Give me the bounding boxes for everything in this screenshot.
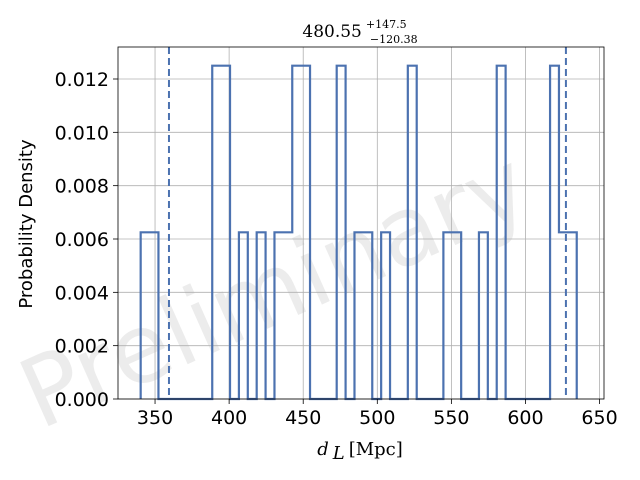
x-axis-label-variable: d xyxy=(317,439,329,460)
x-tick-label: 600 xyxy=(507,407,543,429)
y-tick-label: 0.004 xyxy=(55,282,109,304)
y-tick-label: 0.006 xyxy=(55,229,109,251)
x-axis-ticks: 350 400 450 500 550 600 650 xyxy=(137,399,618,429)
credible-interval-lines xyxy=(167,47,567,399)
title-lower-error: −120.38 xyxy=(370,33,418,46)
histogram-bar xyxy=(568,232,577,399)
x-tick-label: 550 xyxy=(433,407,469,429)
x-axis-label: d L [Mpc] xyxy=(317,439,403,464)
title-median: 480.55 xyxy=(302,22,361,42)
y-axis-ticks: 0.000 0.002 0.004 0.006 0.008 0.010 0.012 xyxy=(55,69,118,411)
x-tick-label: 400 xyxy=(211,407,247,429)
title-upper-error: +147.5 xyxy=(366,18,407,31)
x-tick-label: 500 xyxy=(359,407,395,429)
x-tick-label: 350 xyxy=(137,407,173,429)
y-tick-label: 0.010 xyxy=(55,122,109,144)
chart-title: 480.55 +147.5 −120.38 xyxy=(302,15,417,46)
x-axis-label-subscript: L xyxy=(332,443,345,464)
y-tick-label: 0.002 xyxy=(55,336,109,358)
y-tick-label: 0.012 xyxy=(55,69,109,91)
x-tick-label: 650 xyxy=(581,407,617,429)
plot-frame xyxy=(117,46,605,400)
x-axis-label-unit: [Mpc] xyxy=(349,439,403,460)
histogram-bar xyxy=(550,66,559,399)
y-tick-label: 0.008 xyxy=(55,176,109,198)
y-axis-label: Probability Density xyxy=(16,139,37,309)
x-tick-label: 450 xyxy=(285,407,321,429)
y-tick-label: 0.000 xyxy=(55,389,109,411)
